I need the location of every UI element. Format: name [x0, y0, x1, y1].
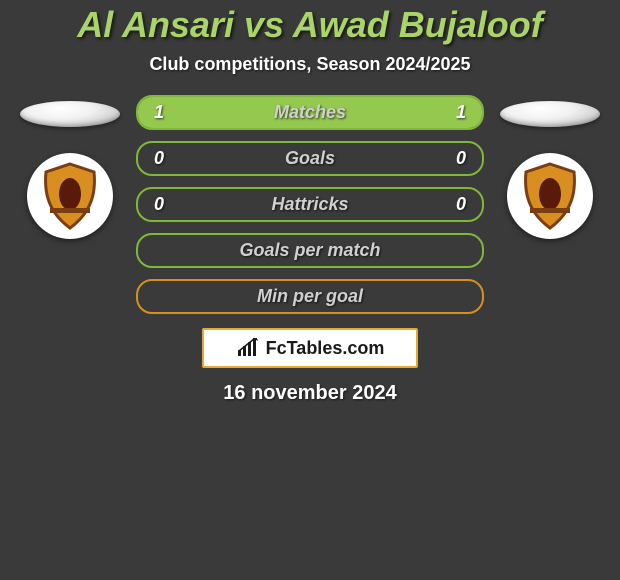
main-row: 1Matches10Goals00Hattricks0Goals per mat… [0, 95, 620, 314]
stat-bar: 0Hattricks0 [136, 187, 484, 222]
page-subtitle: Club competitions, Season 2024/2025 [0, 54, 620, 75]
player-left-col [20, 95, 120, 239]
bar-value-right: 0 [456, 194, 466, 215]
root: Al Ansari vs Awad Bujaloof Club competit… [0, 0, 620, 405]
brand-box: FcTables.com [202, 328, 418, 368]
stat-bar: Goals per match [136, 233, 484, 268]
bar-label: Goals [138, 148, 482, 169]
bar-value-left: 0 [154, 148, 164, 169]
stat-bar: 0Goals0 [136, 141, 484, 176]
bar-label: Hattricks [138, 194, 482, 215]
bar-label: Min per goal [138, 286, 482, 307]
shield-icon [520, 162, 580, 230]
stat-bar: Min per goal [136, 279, 484, 314]
bar-value-left: 0 [154, 194, 164, 215]
page-title: Al Ansari vs Awad Bujaloof [0, 4, 620, 46]
footer-block: FcTables.com 16 november 2024 [0, 328, 620, 405]
bar-value-left: 1 [154, 102, 164, 123]
bar-value-right: 1 [456, 102, 466, 123]
date-text: 16 november 2024 [223, 382, 396, 405]
player-right-silhouette [500, 101, 600, 127]
team-right-badge [507, 153, 593, 239]
chart-icon [236, 338, 260, 358]
stats-bars: 1Matches10Goals00Hattricks0Goals per mat… [136, 95, 484, 314]
player-right-col [500, 95, 600, 239]
team-left-badge [27, 153, 113, 239]
brand-text: FcTables.com [266, 338, 385, 359]
bar-value-right: 0 [456, 148, 466, 169]
bar-label: Goals per match [138, 240, 482, 261]
shield-icon [40, 162, 100, 230]
player-left-silhouette [20, 101, 120, 127]
stat-bar: 1Matches1 [136, 95, 484, 130]
